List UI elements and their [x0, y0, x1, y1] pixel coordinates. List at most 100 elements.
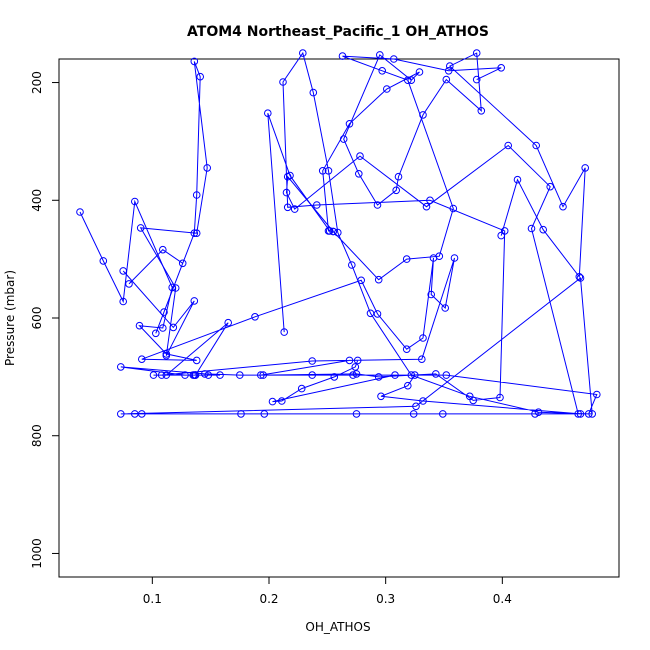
series-1: [76, 49, 601, 418]
data-point: [426, 196, 434, 205]
data-point: [352, 370, 361, 378]
data-point: [190, 297, 199, 305]
data-point: [439, 410, 447, 418]
data-point: [352, 410, 361, 418]
data-point: [216, 371, 224, 379]
data-point: [181, 371, 189, 379]
data-point: [496, 393, 504, 402]
data-point: [407, 76, 416, 84]
data-point: [279, 78, 287, 86]
data-point: [390, 55, 398, 63]
data-point: [157, 371, 166, 379]
data-point: [257, 371, 265, 379]
data-point: [574, 410, 583, 418]
series-2: [119, 57, 211, 360]
x-tick-label: 0.1: [143, 592, 162, 606]
data-point: [309, 88, 318, 97]
data-point: [278, 397, 286, 405]
data-point: [477, 107, 486, 115]
data-point: [588, 410, 597, 418]
data-point: [392, 186, 401, 195]
data-point: [125, 280, 133, 288]
data-point: [409, 410, 418, 418]
data-point: [441, 304, 450, 312]
data-point: [330, 373, 339, 381]
data-point: [419, 111, 427, 119]
data-point: [339, 135, 348, 143]
data-point: [159, 245, 167, 254]
y-tick-label: 1000: [30, 538, 44, 569]
y-tick-label: 200: [30, 71, 44, 94]
data-point: [290, 205, 299, 213]
data-point: [559, 202, 567, 211]
data-point: [513, 175, 522, 184]
data-point: [224, 318, 232, 327]
data-point: [504, 141, 513, 150]
data-point: [576, 410, 585, 418]
data-point: [119, 267, 127, 275]
data-point: [356, 152, 364, 160]
x-tick-label: 0.2: [259, 592, 278, 606]
x-axis-label: OH_ATHOS: [305, 620, 370, 634]
data-point: [377, 392, 385, 401]
data-point: [402, 345, 411, 354]
data-point: [419, 334, 427, 342]
data-point: [152, 329, 160, 338]
data-point: [450, 254, 459, 262]
data-point: [308, 357, 317, 365]
data-point: [283, 203, 292, 212]
data-point: [149, 371, 158, 379]
data-point: [117, 410, 125, 418]
data-point: [355, 170, 363, 178]
x-tick-label: 0.4: [493, 592, 512, 606]
data-point: [268, 397, 277, 406]
axes: 0.1 0.2 0.3 0.4 200 400 600 800 1000: [30, 71, 512, 606]
data-point: [432, 370, 440, 378]
data-point: [357, 276, 366, 285]
data-point: [442, 75, 451, 84]
data-point: [162, 351, 171, 360]
data-point: [412, 402, 420, 411]
data-point: [192, 191, 201, 199]
data-point: [324, 167, 333, 175]
data-point: [394, 172, 403, 181]
y-tick-label: 600: [30, 307, 44, 330]
data-point: [251, 313, 259, 321]
data-point: [427, 290, 436, 299]
data-point: [415, 68, 424, 76]
data-point: [260, 410, 269, 418]
data-point: [527, 224, 536, 233]
data-point: [196, 72, 204, 81]
data-point: [449, 204, 458, 213]
data-point: [203, 164, 211, 172]
data-point: [411, 371, 419, 379]
data-point: [581, 164, 590, 172]
y-tick-label: 400: [30, 189, 44, 212]
data-point: [446, 62, 454, 70]
data-point: [313, 201, 321, 209]
data-point: [404, 381, 412, 390]
data-point: [236, 371, 244, 379]
data-point: [497, 231, 506, 240]
data-point: [534, 408, 543, 417]
data-point: [422, 202, 431, 211]
data-point: [418, 355, 426, 364]
data-point: [192, 229, 201, 237]
data-point: [297, 384, 306, 393]
data-point: [584, 410, 593, 418]
data-point: [169, 323, 178, 332]
data-point: [546, 182, 555, 191]
data-point: [419, 397, 427, 405]
series-line: [122, 61, 208, 356]
data-point: [308, 371, 317, 379]
x-tick-label: 0.3: [376, 592, 395, 606]
data-point: [192, 356, 201, 365]
data-point: [575, 273, 584, 281]
data-point: [345, 356, 354, 365]
data-point: [131, 197, 139, 206]
data-point: [531, 410, 539, 418]
data-point: [119, 297, 127, 306]
data-point: [402, 255, 411, 263]
data-point: [349, 371, 357, 379]
data-point: [299, 49, 307, 57]
